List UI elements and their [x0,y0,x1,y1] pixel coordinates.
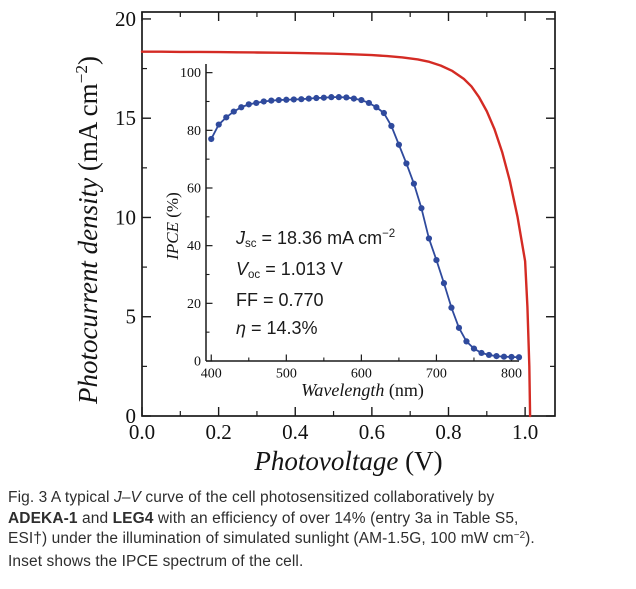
text-segment: IPCE [163,221,182,260]
text-segment: sc [245,238,257,251]
text-segment: ESI†) under the illumination of simulate… [8,530,514,548]
caption-line: Inset shows the IPCE spectrum of the cel… [8,552,630,573]
text-segment: LEG4 [112,509,154,527]
svg-text:100: 100 [180,66,201,81]
text-segment: (%) [163,192,182,222]
caption-line: ESI†) under the illumination of simulate… [8,529,630,552]
svg-text:15: 15 [115,106,136,130]
text-segment: A typical [47,489,114,506]
svg-text:10: 10 [115,205,136,229]
text-segment: curve of the cell photosensitized collab… [140,489,495,506]
svg-text:400: 400 [201,367,222,382]
text-segment: −2 [71,64,91,84]
annotation-line: FF = 0.770 [236,286,395,314]
svg-text:0: 0 [126,404,137,428]
svg-text:0: 0 [194,355,201,370]
text-segment: oc [248,269,261,282]
text-segment: Photovoltage [254,446,399,476]
figure-caption: Fig. 3 A typical J–V curve of the cell p… [8,488,630,573]
main-x-axis-label: Photovoltage (V) [142,446,555,477]
caption-line: ADEKA-1 and LEG4 with an efficiency of o… [8,509,630,530]
svg-text:20: 20 [187,297,201,312]
caption-line: Fig. 3 A typical J–V curve of the cell p… [8,488,630,509]
text-segment: (V) [398,446,443,476]
annotation-line: Voc = 1.013 V [236,255,395,286]
svg-text:60: 60 [187,181,201,196]
svg-text:0.2: 0.2 [205,420,231,444]
text-segment: (nm) [384,380,424,400]
main-y-axis-label: Photocurrent density (mA cm−2) [71,20,103,440]
text-segment: ). [525,530,535,548]
svg-text:0.4: 0.4 [282,420,309,444]
text-segment: −2 [382,228,396,241]
annotation-line: η = 14.3% [236,314,395,342]
text-segment: = 18.36 mA cm [256,228,383,248]
svg-text:80: 80 [187,124,201,139]
svg-text:500: 500 [276,367,297,382]
svg-text:0.8: 0.8 [435,420,461,444]
svg-text:20: 20 [115,7,136,31]
text-segment: η [236,318,246,338]
inset-y-axis-label: IPCE (%) [163,141,185,311]
text-segment: and [77,509,113,527]
svg-text:1.0: 1.0 [512,420,538,444]
text-segment: V [236,259,249,279]
svg-text:0.0: 0.0 [129,420,155,444]
text-segment: ) [73,55,103,65]
inset-x-axis-label: Wavelength (nm) [206,380,519,401]
svg-text:700: 700 [426,367,447,382]
text-segment: −2 [513,529,526,541]
svg-text:800: 800 [501,367,522,382]
cell-parameters-annotation: Jsc = 18.36 mA cm−2 Voc = 1.013 V FF = 0.7… [236,224,395,342]
text-segment: Wavelength [301,380,385,400]
svg-text:40: 40 [187,239,201,254]
text-segment: with an efficiency of over 14% (entry 3a… [153,509,519,527]
text-segment: Fig. 3 [8,489,48,506]
annotation-line: Jsc = 18.36 mA cm−2 [236,224,395,255]
text-segment: J [236,228,245,248]
text-segment: (mA cm [73,83,103,178]
text-segment: Photocurrent density [73,177,103,405]
svg-text:600: 600 [351,367,372,382]
svg-text:5: 5 [126,305,137,329]
text-segment: Inset shows the IPCE spectrum of the cel… [8,553,304,571]
text-segment: ADEKA-1 [8,509,78,527]
text-segment: J–V [113,489,141,506]
text-segment: FF = 0.770 [236,290,324,310]
text-segment: = 14.3% [246,318,318,338]
jv-figure: 0.0 0.2 0.4 0.6 0.8 1.0 0 5 10 15 20 400 500 600 700 80… [71,7,556,477]
svg-text:0.6: 0.6 [359,420,385,444]
text-segment: = 1.013 V [260,259,343,279]
